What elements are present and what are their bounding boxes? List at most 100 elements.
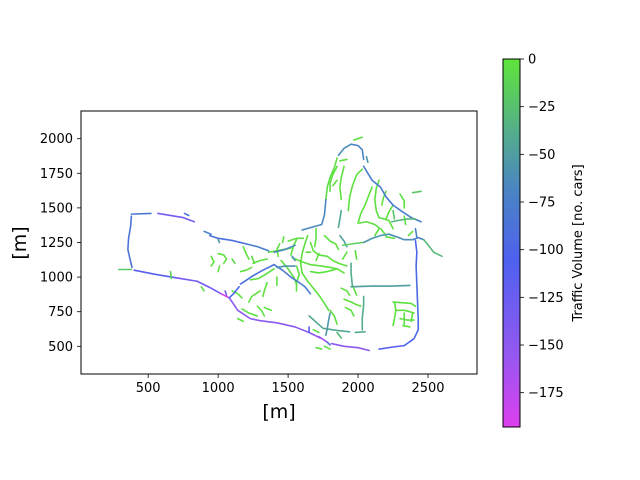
road-segment	[329, 165, 338, 193]
road-segment	[365, 155, 369, 164]
road-segment	[245, 243, 270, 252]
y-tick-label: 1000	[40, 271, 73, 286]
road-segment	[252, 258, 268, 265]
road-segment	[325, 157, 338, 201]
road-segment	[392, 301, 417, 307]
y-tick-label: 1750	[40, 167, 73, 182]
road-segment	[399, 193, 406, 209]
road-segment	[217, 252, 228, 265]
road-segment	[295, 265, 301, 292]
road-segment	[340, 287, 351, 296]
road-segment	[403, 317, 420, 347]
road-segment	[423, 238, 443, 258]
colorbar-tick-label: −75	[528, 196, 555, 211]
road-segment	[228, 285, 240, 299]
road-segment	[309, 267, 338, 274]
road-segment	[320, 265, 345, 274]
road-segment	[309, 241, 329, 258]
road-segment	[281, 236, 285, 244]
road-segment	[361, 295, 365, 331]
road-segment	[217, 238, 221, 244]
road-segment	[385, 236, 396, 240]
x-axis-label: [m]	[262, 401, 295, 423]
road-segment	[224, 290, 228, 296]
colorbar-gradient	[502, 58, 521, 428]
road-segment	[392, 209, 396, 220]
x-axis-ticks: 500 1000 1500 2000 2500	[136, 374, 445, 396]
road-segment	[241, 308, 259, 317]
x-tick-label: 1000	[202, 381, 235, 396]
colorbar-tick-label: −25	[528, 100, 555, 115]
colorbar-tick-label: −125	[528, 291, 564, 306]
road-segment	[332, 179, 338, 187]
road-segment	[313, 227, 317, 248]
road-segment	[392, 301, 397, 327]
road-segment	[236, 317, 245, 323]
road-segment	[339, 165, 345, 201]
road-segment	[220, 292, 231, 299]
road-segment	[343, 298, 362, 307]
road-segment	[411, 190, 422, 194]
road-segment	[323, 234, 340, 251]
x-tick-label: 2500	[411, 381, 444, 396]
road-segment	[276, 243, 281, 258]
road-segment	[315, 346, 323, 350]
road-segment	[242, 245, 250, 260]
road-segment	[315, 252, 320, 262]
road-segment	[287, 237, 305, 242]
road-segment	[381, 190, 387, 206]
road-segment	[203, 230, 212, 235]
y-tick-label: 1500	[40, 201, 73, 216]
road-segment	[388, 233, 414, 241]
y-axis-ticks: 500 750 1000 1250 1500 1750 2000	[40, 132, 81, 355]
road-segment	[276, 265, 296, 269]
road-segment	[341, 241, 364, 247]
road-segment	[374, 227, 380, 237]
road-segment	[395, 309, 415, 314]
road-segment	[308, 315, 351, 333]
road-segment	[385, 204, 394, 220]
road-segment	[326, 341, 331, 346]
road-segment	[329, 309, 338, 325]
road-segment	[358, 220, 387, 237]
road-segment	[410, 312, 414, 323]
road-network	[117, 136, 443, 352]
road-segment	[299, 234, 309, 265]
road-segment	[196, 280, 222, 295]
road-segment	[298, 281, 312, 295]
road-segment	[353, 136, 364, 141]
road-segment	[157, 212, 196, 223]
road-segment	[250, 255, 256, 265]
plot-frame	[80, 110, 478, 375]
colorbar: 0 −25 −50 −75 −100 −125 −150 −175 Traffic Volum…	[502, 53, 586, 428]
road-segment	[127, 215, 133, 269]
road-segment	[312, 287, 330, 312]
road-segment	[362, 165, 373, 182]
road-segment	[263, 306, 273, 312]
road-segment	[210, 255, 215, 267]
road-segment	[350, 262, 354, 288]
road-segment	[208, 234, 247, 245]
road-segment	[262, 281, 268, 298]
road-segment	[347, 168, 364, 212]
road-segment	[402, 324, 411, 328]
road-segment	[231, 258, 236, 265]
road-segment	[301, 198, 327, 231]
road-segment	[249, 267, 275, 281]
road-segment	[374, 179, 380, 219]
road-segment	[169, 270, 173, 280]
x-tick-label: 1500	[272, 381, 305, 396]
road-segment	[407, 230, 414, 237]
colorbar-tick-label: −175	[528, 386, 564, 401]
road-segment	[256, 305, 266, 317]
y-tick-label: 500	[48, 340, 73, 355]
road-segment	[273, 244, 296, 253]
road-segment	[390, 218, 417, 223]
road-segment	[248, 290, 261, 303]
road-segment	[291, 256, 323, 267]
road-segment	[239, 263, 275, 285]
y-tick-label: 750	[48, 305, 73, 320]
road-segment	[336, 331, 343, 339]
colorbar-tick-label: −100	[528, 243, 564, 258]
road-segment	[339, 158, 348, 162]
